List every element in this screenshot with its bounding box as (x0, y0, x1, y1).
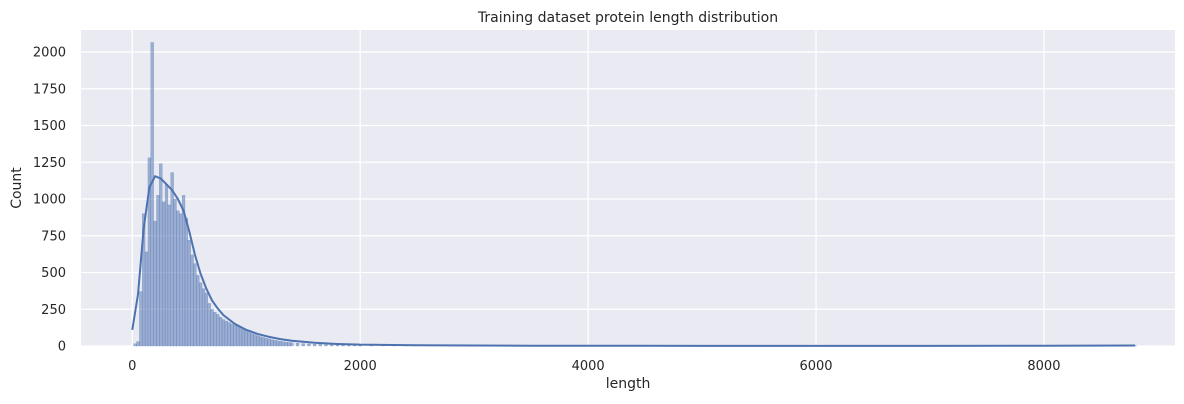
histogram-bar (204, 292, 208, 347)
histogram-bar (287, 342, 291, 347)
y-tick-label: 2000 (33, 46, 66, 61)
histogram-bar (133, 343, 137, 347)
histogram-bar (312, 344, 317, 347)
histogram-bar (290, 342, 294, 347)
histogram-bar (273, 340, 277, 347)
histogram-bar (230, 323, 234, 347)
histogram-bar (159, 163, 163, 347)
y-tick-label: 1750 (33, 82, 66, 97)
x-tick-label: 2000 (344, 359, 377, 374)
y-tick-label: 250 (41, 303, 66, 318)
histogram-bar (258, 336, 263, 347)
y-tick-label: 750 (41, 229, 66, 244)
histogram-bar (136, 341, 140, 347)
histogram-bar (275, 340, 280, 347)
histogram-bar (247, 331, 251, 347)
histogram-bar (179, 213, 183, 347)
histogram-bar (330, 344, 334, 347)
y-tick-label: 1500 (33, 119, 66, 134)
histogram-bar (196, 275, 200, 347)
histogram-bar (190, 254, 194, 347)
histogram-bar (210, 309, 214, 347)
histogram-bar (207, 303, 211, 347)
histogram-bar (278, 341, 283, 347)
histogram-bar (335, 344, 340, 347)
histogram-bar (213, 311, 217, 347)
histogram-bar (199, 282, 203, 347)
x-tick-label: 0 (128, 359, 136, 374)
histogram-bar (250, 333, 254, 347)
histogram-bar (270, 339, 274, 347)
histogram-bar (238, 327, 243, 347)
histogram-bar (233, 325, 237, 347)
histogram-bar (241, 328, 246, 347)
x-gridlines (131, 30, 1045, 346)
y-axis-label: Count (9, 167, 25, 209)
y-tick-label: 1250 (33, 156, 66, 171)
x-tick-label: 6000 (799, 359, 832, 374)
histogram-bar (187, 239, 191, 347)
y-gridlines (81, 51, 1175, 347)
y-tick-label: 500 (41, 266, 66, 281)
histogram-bar (153, 220, 157, 347)
histogram-bar (216, 314, 220, 347)
histogram-bar (281, 341, 285, 347)
histogram-bar (176, 210, 180, 347)
y-tick-labels: 0 250 500 750 1000 1250 1500 1750 2000 (33, 46, 66, 355)
chart-title: Training dataset protein length distribu… (477, 10, 778, 26)
histogram-bar (295, 343, 300, 347)
histogram-bar (261, 337, 265, 347)
kde-curve (131, 174, 1136, 347)
histogram-bar (144, 251, 149, 347)
histogram-bar (161, 201, 166, 347)
histogram-bar (156, 195, 160, 347)
histogram-bar (201, 288, 206, 347)
histogram-bar (307, 343, 311, 347)
y-tick-label: 1000 (33, 193, 66, 208)
histogram-bar (167, 204, 171, 347)
histogram-bar (164, 184, 169, 347)
histogram-bar (267, 338, 271, 347)
y-tick-label: 0 (58, 340, 66, 355)
histogram-bar (318, 344, 322, 347)
histogram-bar (284, 341, 288, 347)
histogram-bar (227, 322, 231, 347)
histogram-bar (264, 338, 268, 347)
histogram-bar (347, 345, 351, 347)
histogram-bar (193, 263, 197, 347)
histogram-bar (150, 42, 154, 347)
histogram-bar (139, 291, 143, 347)
histogram-bar (236, 325, 240, 347)
histogram-bar (324, 344, 328, 347)
histogram-bar (256, 335, 260, 347)
x-tick-label: 4000 (572, 359, 605, 374)
histogram-bar (184, 217, 189, 347)
histogram-bar (341, 344, 345, 347)
histogram-bar (173, 198, 177, 347)
histogram-bar (218, 317, 223, 347)
x-axis-label: length (606, 376, 651, 392)
histogram-bar (253, 334, 257, 347)
histogram-bar (301, 343, 305, 347)
x-tick-labels: 0 2000 4000 6000 8000 (128, 359, 1060, 374)
x-tick-label: 8000 (1027, 359, 1060, 374)
histogram-bar (224, 320, 228, 347)
plot-background (81, 30, 1175, 346)
histogram-bar (244, 330, 248, 347)
histogram-bar (170, 172, 174, 347)
histogram-bar (221, 319, 226, 347)
